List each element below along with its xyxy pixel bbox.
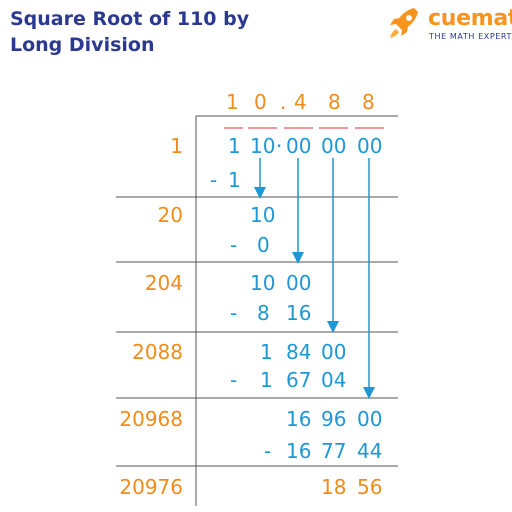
step2-remainder: 10 (250, 203, 276, 227)
divisor-4: 2088 (132, 340, 183, 364)
quotient-digit-5: 8 (362, 90, 375, 114)
dividend-decimal-point: · (276, 134, 283, 158)
title-line-2: Long Division (10, 34, 155, 56)
step4-minus: - (230, 368, 238, 392)
step3-subtrahend-2: 16 (286, 301, 312, 325)
title-line-1: Square Root of 110 by (10, 8, 250, 30)
final-remainder-1: 18 (321, 475, 347, 499)
step5-subtrahend-2: 77 (321, 439, 347, 463)
step3-subtrahend-1: 8 (257, 301, 270, 325)
dividend-group-3: 00 (286, 134, 312, 158)
cuemath-logo: cuemath THE MATH EXPERT (384, 4, 512, 44)
quotient-digit-2: 0 (254, 90, 267, 114)
divisor-3: 204 (144, 271, 183, 295)
step4-remainder-1: 1 (260, 340, 273, 364)
logo-tagline: THE MATH EXPERT (429, 32, 512, 41)
dividend-group-1: 1 (228, 134, 241, 158)
step1-minus: - (210, 168, 218, 192)
logo-wordmark: cuemath (428, 6, 512, 31)
step2-minus: - (230, 233, 238, 257)
divisor-2: 20 (157, 203, 183, 227)
step4-subtrahend-2: 67 (286, 368, 312, 392)
step4-subtrahend-1: 1 (260, 368, 273, 392)
step1-subtrahend: 1 (228, 168, 241, 192)
step5-subtrahend-3: 44 (357, 439, 383, 463)
step3-minus: - (230, 301, 238, 325)
quotient-decimal-point: . (280, 90, 287, 114)
dividend-group-4: 00 (321, 134, 347, 158)
step5-remainder-1: 16 (286, 407, 312, 431)
step5-remainder-3: 00 (357, 407, 383, 431)
rocket-icon (390, 8, 418, 38)
step4-remainder-2: 84 (286, 340, 312, 364)
step3-remainder-2: 00 (286, 271, 312, 295)
step4-remainder-3: 00 (321, 340, 347, 364)
step3-remainder-1: 10 (250, 271, 276, 295)
dividend-group-2: 10 (250, 134, 276, 158)
step2-subtrahend: 0 (257, 233, 270, 257)
step5-minus: - (264, 439, 272, 463)
final-remainder-2: 56 (357, 475, 383, 499)
step4-subtrahend-3: 04 (321, 368, 347, 392)
quotient-digit-1: 1 (226, 90, 239, 114)
divisor-5: 20968 (119, 407, 183, 431)
quotient-digit-4: 8 (328, 90, 341, 114)
step5-remainder-2: 96 (321, 407, 347, 431)
dividend-group-5: 00 (357, 134, 383, 158)
step5-subtrahend-1: 16 (286, 439, 312, 463)
divisor-1: 1 (170, 134, 183, 158)
divisor-6: 20976 (119, 475, 183, 499)
quotient-digit-3: 4 (294, 90, 307, 114)
page-title: Square Root of 110 by Long Division (10, 6, 270, 58)
